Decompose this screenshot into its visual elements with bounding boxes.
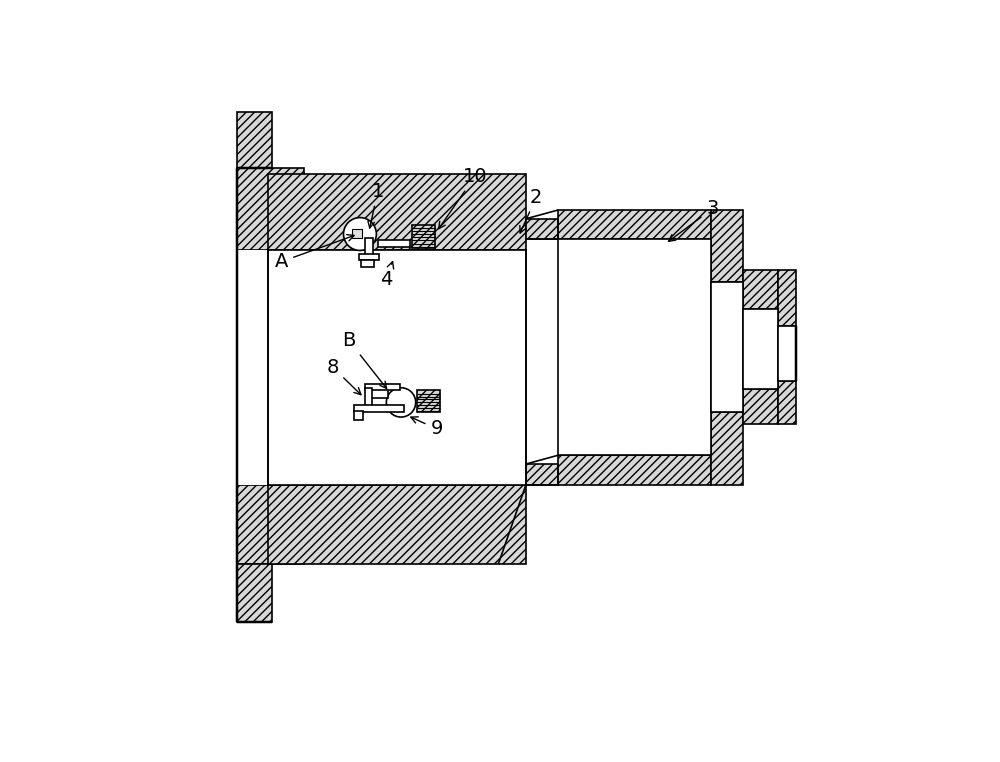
Bar [359,254,379,261]
Bar [352,229,362,238]
Circle shape [386,388,416,417]
Bar [237,485,304,564]
Bar [526,464,558,485]
Bar [743,271,778,309]
Bar [558,455,711,485]
Bar [237,168,304,250]
Bar [526,219,558,239]
Bar [268,485,526,564]
Text: 1: 1 [368,181,384,228]
Text: 8: 8 [327,357,361,395]
Bar [417,390,440,412]
Text: B: B [342,331,387,389]
Bar [361,260,374,267]
Text: 9: 9 [411,417,443,438]
Bar [743,389,778,424]
Bar [778,271,796,326]
Bar [778,326,796,381]
Bar [558,239,711,455]
Text: 10: 10 [439,167,487,229]
Bar [778,381,796,424]
Text: 4: 4 [380,261,394,289]
Bar [365,389,372,406]
Bar [371,386,388,398]
Bar [711,282,743,412]
Bar [558,210,711,239]
Bar [354,411,363,420]
Bar [365,238,373,256]
Bar [743,309,778,389]
Bar [711,210,743,282]
Bar [268,174,526,250]
Bar [268,250,526,485]
Bar [365,383,400,389]
Bar [237,112,272,168]
Bar [711,412,743,485]
Text: A: A [275,235,354,271]
Bar [412,225,435,248]
Bar [354,405,404,411]
Bar [237,250,268,485]
Bar [237,564,272,623]
Text: 2: 2 [520,187,542,233]
Text: 3: 3 [669,200,718,242]
Circle shape [344,218,376,251]
Bar [378,240,410,247]
